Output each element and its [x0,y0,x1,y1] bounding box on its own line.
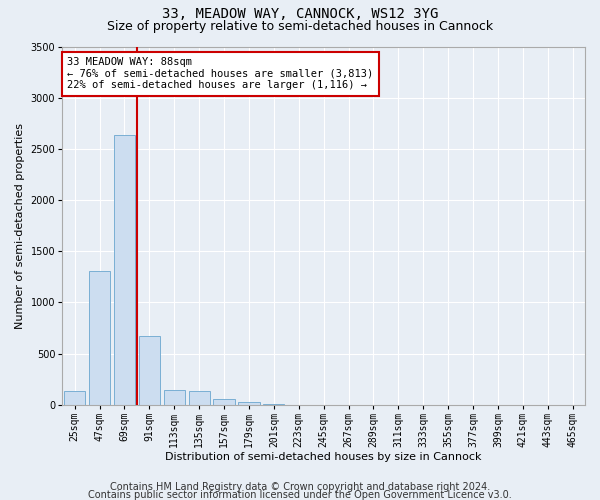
Text: 33, MEADOW WAY, CANNOCK, WS12 3YG: 33, MEADOW WAY, CANNOCK, WS12 3YG [162,8,438,22]
Text: Contains public sector information licensed under the Open Government Licence v3: Contains public sector information licen… [88,490,512,500]
Y-axis label: Number of semi-detached properties: Number of semi-detached properties [15,122,25,328]
Text: Size of property relative to semi-detached houses in Cannock: Size of property relative to semi-detach… [107,20,493,33]
Bar [89,270,110,405]
Bar [64,392,85,405]
Text: Contains HM Land Registry data © Crown copyright and database right 2024.: Contains HM Land Registry data © Crown c… [110,482,490,492]
Bar [164,390,185,405]
Bar [114,134,135,405]
Bar [238,402,260,405]
Bar [214,398,235,405]
Bar [188,392,210,405]
Bar [139,336,160,405]
X-axis label: Distribution of semi-detached houses by size in Cannock: Distribution of semi-detached houses by … [166,452,482,462]
Text: 33 MEADOW WAY: 88sqm
← 76% of semi-detached houses are smaller (3,813)
22% of se: 33 MEADOW WAY: 88sqm ← 76% of semi-detac… [67,57,374,90]
